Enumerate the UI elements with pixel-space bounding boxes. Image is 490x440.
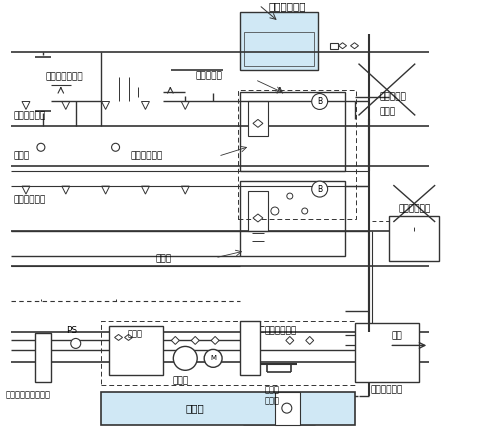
Text: 自火報受信機: 自火報受信機 — [398, 205, 430, 213]
Text: 起動用水圧開閉装置: 起動用水圧開閉装置 — [6, 391, 51, 400]
Bar — [240, 181, 344, 256]
Circle shape — [37, 143, 45, 151]
Polygon shape — [211, 337, 219, 345]
Text: ストレーナー: ストレーナー — [265, 326, 297, 335]
Bar — [238, 89, 356, 219]
Bar — [240, 320, 260, 375]
Bar — [248, 191, 268, 231]
Polygon shape — [339, 43, 346, 49]
Bar — [244, 32, 314, 66]
Circle shape — [302, 208, 308, 214]
Circle shape — [71, 338, 81, 348]
Circle shape — [287, 193, 293, 199]
Text: 排水: 排水 — [392, 331, 402, 340]
Text: ポンプ制御盤: ポンプ制御盤 — [370, 386, 402, 395]
Polygon shape — [191, 337, 199, 345]
Polygon shape — [350, 43, 359, 49]
Polygon shape — [286, 337, 294, 345]
Text: 制御弁: 制御弁 — [379, 107, 395, 116]
Text: 自動警報弁: 自動警報弁 — [379, 92, 406, 101]
Polygon shape — [124, 334, 132, 341]
Bar — [35, 334, 51, 382]
Text: 電磁弁: 電磁弁 — [155, 254, 172, 263]
Circle shape — [282, 403, 292, 413]
Polygon shape — [253, 214, 263, 222]
Bar — [240, 92, 344, 171]
Bar — [109, 326, 163, 375]
Bar — [355, 323, 419, 382]
Bar — [100, 320, 355, 385]
Text: B: B — [317, 97, 322, 106]
Circle shape — [312, 94, 328, 110]
Text: PS: PS — [66, 326, 77, 335]
Bar — [390, 216, 439, 261]
Polygon shape — [253, 119, 263, 127]
Circle shape — [312, 181, 328, 197]
Text: 一斉開放弁: 一斉開放弁 — [195, 71, 222, 80]
Polygon shape — [172, 337, 179, 345]
Text: 補助高架水槽: 補助高架水槽 — [269, 1, 306, 11]
Text: 水　源: 水 源 — [186, 403, 205, 413]
Text: 水噴霧ヘッド: 水噴霧ヘッド — [13, 195, 45, 205]
Polygon shape — [306, 337, 314, 345]
Text: フート
バルブ: フート バルブ — [265, 385, 279, 405]
Text: 火災感知ヘッド: 火災感知ヘッド — [46, 72, 83, 81]
Circle shape — [173, 346, 197, 370]
Text: 水噴霧ヘッド: 水噴霧ヘッド — [13, 111, 45, 120]
Text: 感知器: 感知器 — [13, 152, 29, 161]
Bar — [275, 392, 300, 425]
Circle shape — [271, 207, 279, 215]
Text: B: B — [317, 185, 322, 194]
Bar — [100, 392, 355, 425]
Text: M: M — [210, 356, 216, 361]
Text: 手動起動装置: 手動起動装置 — [130, 152, 163, 161]
Text: ポンプ: ポンプ — [172, 377, 188, 386]
Bar — [330, 43, 338, 49]
Text: 呼水槽: 呼水槽 — [128, 329, 143, 338]
Polygon shape — [115, 334, 122, 341]
Circle shape — [112, 143, 120, 151]
Bar — [240, 12, 318, 70]
Circle shape — [204, 349, 222, 367]
Bar — [248, 102, 268, 136]
